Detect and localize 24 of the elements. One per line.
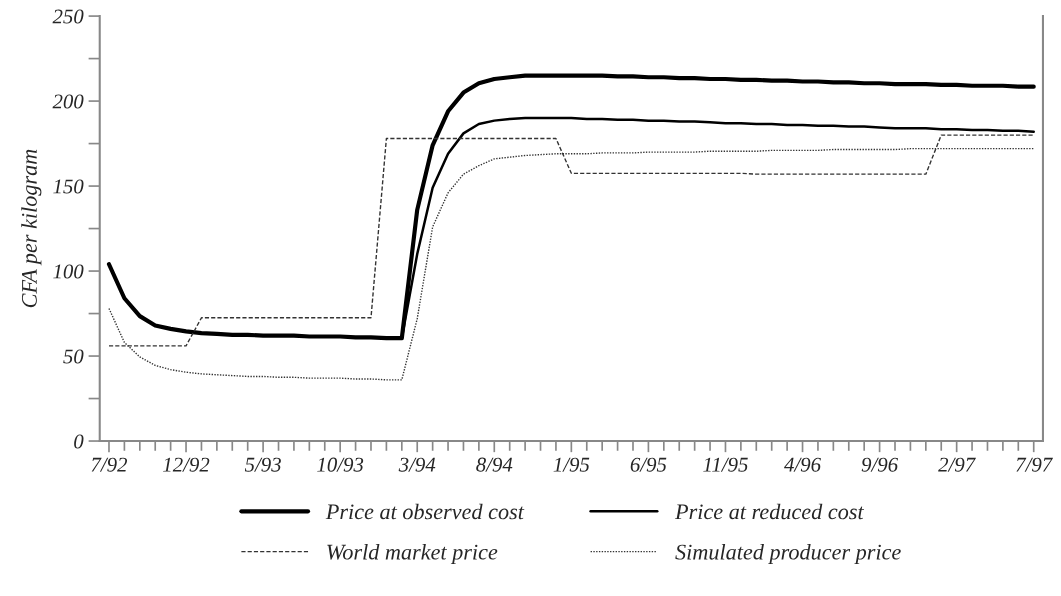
y-tick-label: 250: [52, 9, 84, 24]
y-tick-label: 100: [53, 264, 84, 279]
x-tick-label: 12/92: [163, 457, 210, 472]
y-tick-label: 200: [52, 94, 84, 109]
legend-label: Price at reduced cost: [674, 503, 865, 520]
x-tick-label: 11/95: [703, 457, 748, 472]
y-tick-label: 150: [53, 179, 84, 194]
x-tick-label: 2/97: [938, 457, 976, 472]
legend-label: World market price: [327, 543, 498, 565]
y-axis-title: CFA per kilogram: [21, 149, 42, 308]
x-tick-label: 6/95: [630, 457, 667, 472]
x-tick-label: 9/96: [861, 457, 899, 472]
legend-label: Price at observed cost: [325, 503, 525, 520]
y-tick-label: 50: [63, 349, 84, 364]
x-tick-label: 7/97: [1016, 457, 1053, 472]
x-tick-label: 1/95: [553, 457, 590, 472]
x-tick-label: 8/94: [476, 457, 513, 472]
x-tick-label: 7/92: [91, 457, 128, 472]
legend-label: Simulated producer price: [675, 543, 901, 565]
y-tick-label: 0: [74, 434, 84, 449]
x-tick-label: 10/93: [317, 457, 364, 472]
x-tick-label: 3/94: [398, 457, 436, 472]
x-tick-label: 5/93: [244, 457, 281, 472]
x-tick-label: 4/96: [784, 457, 821, 472]
